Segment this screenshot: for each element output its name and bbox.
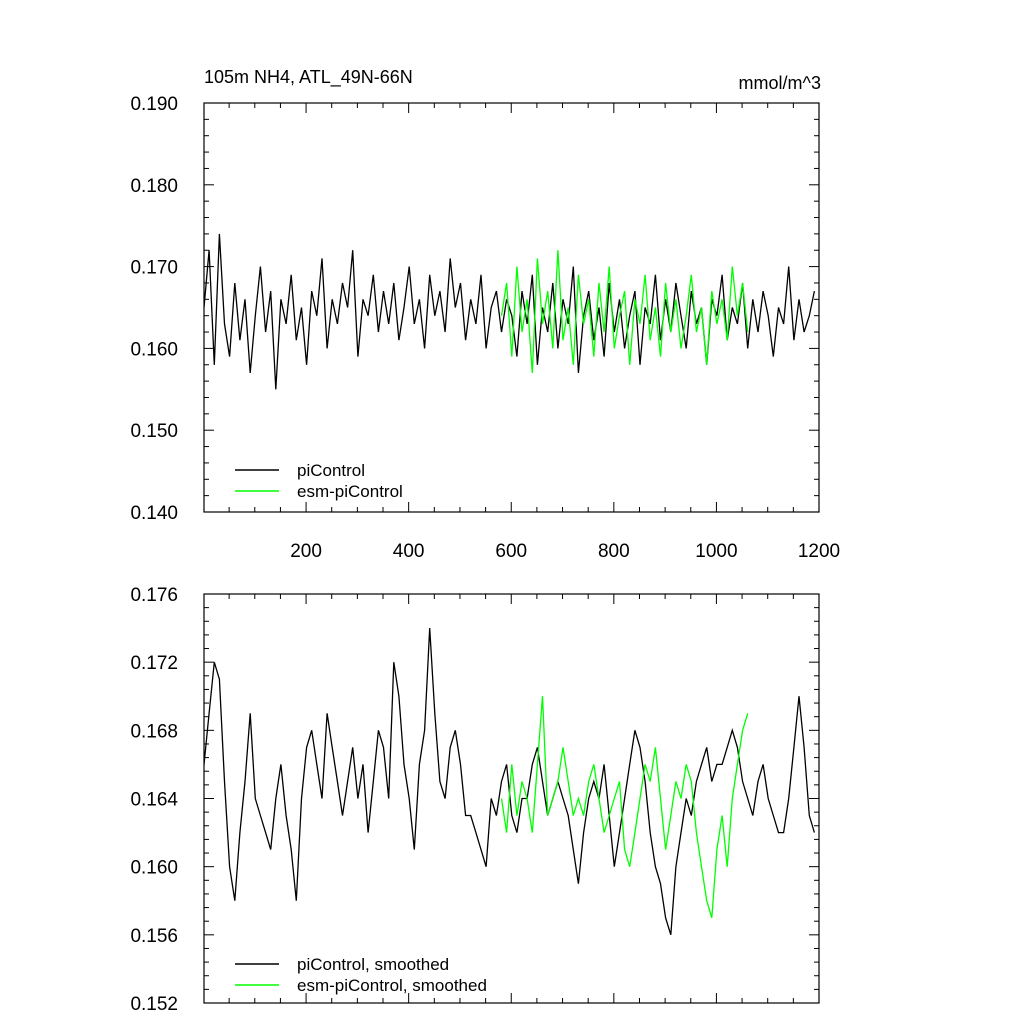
plot-frame <box>203 102 820 513</box>
y-tick-label: 0.168 <box>130 721 178 742</box>
legend-label: piControl, smoothed <box>297 955 449 974</box>
legend-label: esm-piControl <box>297 482 403 501</box>
y-tick-label: 0.156 <box>130 926 178 947</box>
legend-label: piControl <box>297 461 365 480</box>
y-tick-label: 0.160 <box>130 339 178 360</box>
y-tick-label: 0.160 <box>130 858 178 879</box>
top-panel: 0.140 0.150 0.160 0.170 0.180 0.190 200 400 600 8… <box>130 94 840 562</box>
series-line-picontrol <box>204 233 816 390</box>
legend-label: esm-piControl, smoothed <box>297 976 487 995</box>
y-tick-label: 0.176 <box>130 585 178 606</box>
y-tick-label: 0.164 <box>130 790 178 811</box>
y-tick-label: 0.152 <box>130 994 178 1015</box>
series-line-picontrol <box>204 628 816 935</box>
y-tick-label: 0.150 <box>130 421 178 442</box>
x-tick-label: 600 <box>495 541 527 562</box>
x-tick-label: 800 <box>598 541 630 562</box>
y-tick-label: 0.170 <box>130 258 178 279</box>
bottom-panel: 0.152 0.156 0.160 0.164 0.168 0.172 0.176 piCon… <box>130 585 820 1015</box>
units-label: mmol/m^3 <box>739 73 821 93</box>
x-tick-label: 1000 <box>695 541 737 562</box>
series-line-esm-picontrol <box>500 696 749 918</box>
y-tick-label: 0.172 <box>130 653 178 674</box>
series-line-esm-picontrol <box>500 250 749 373</box>
x-tick-label: 200 <box>290 541 322 562</box>
x-tick-label: 400 <box>393 541 425 562</box>
chart-title: 105m NH4, ATL_49N-66N <box>204 67 413 88</box>
plot-frame <box>203 593 820 1004</box>
y-tick-label: 0.190 <box>130 94 178 115</box>
x-tick-label: 1200 <box>798 541 840 562</box>
y-tick-label: 0.180 <box>130 176 178 197</box>
y-tick-label: 0.140 <box>130 503 178 524</box>
